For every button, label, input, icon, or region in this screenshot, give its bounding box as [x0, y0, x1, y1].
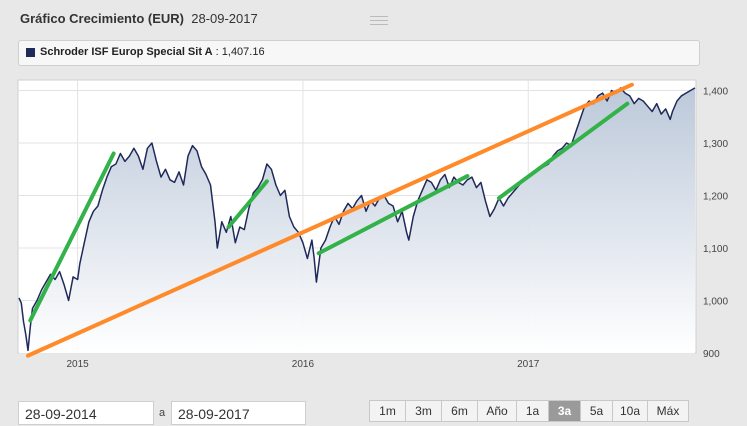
- legend-last-value: 1,407.16: [221, 46, 265, 58]
- x-tick-label: 2015: [66, 359, 89, 370]
- trendline-green: [496, 101, 630, 201]
- chart-area: 1,400 1,300 1,200 1,100 1,000 900 2015 2016 201…: [0, 72, 747, 372]
- y-tick-label: 1,100: [703, 244, 728, 255]
- range-button-5a[interactable]: 5a: [580, 400, 613, 422]
- chart-title-text: Gráfico Crecimiento (EUR): [20, 11, 184, 26]
- trendline-orange: [26, 82, 634, 358]
- series-line: [18, 87, 696, 352]
- x-tick-label: 2017: [517, 359, 540, 370]
- growth-chart: 1,400 1,300 1,200 1,100 1,000 900 2015 2016 201…: [17, 79, 728, 370]
- date-from-input[interactable]: 28-09-2014: [18, 401, 154, 425]
- y-tick-label: 1,000: [703, 297, 728, 308]
- chart-title: Gráfico Crecimiento (EUR) 28-09-2017: [20, 11, 258, 26]
- x-tick-label: 2016: [292, 359, 315, 370]
- legend: Schroder ISF Europ Special Sit A : 1,407…: [18, 40, 700, 66]
- y-tick-label: 900: [703, 349, 720, 360]
- drag-handle-icon[interactable]: [370, 16, 388, 25]
- date-to-input[interactable]: 28-09-2017: [171, 401, 306, 425]
- range-button-3m[interactable]: 3m: [405, 400, 442, 422]
- date-range-separator: a: [159, 407, 166, 419]
- legend-entry: Schroder ISF Europ Special Sit A : 1,407…: [40, 46, 265, 58]
- y-tick-label: 1,400: [703, 87, 728, 98]
- chart-date: 28-09-2017: [191, 11, 258, 26]
- legend-separator: :: [215, 46, 219, 58]
- range-button-ytd[interactable]: Año: [477, 400, 517, 422]
- legend-series-name: Schroder ISF Europ Special Sit A: [40, 46, 213, 58]
- y-tick-label: 1,200: [703, 192, 728, 203]
- chart-header: Gráfico Crecimiento (EUR) 28-09-2017: [0, 0, 747, 40]
- trendline-green: [316, 174, 470, 256]
- trendline-green: [226, 179, 269, 229]
- range-button-1a[interactable]: 1a: [516, 400, 549, 422]
- range-button-max[interactable]: Máx: [647, 400, 689, 422]
- date-controls: 28-09-2014 a 28-09-2017 1m 3m 6m Año 1a …: [0, 392, 747, 426]
- range-button-10a[interactable]: 10a: [612, 400, 648, 422]
- trendline-green: [28, 151, 116, 323]
- range-button-group: 1m 3m 6m Año 1a 3a 5a 10a Máx: [369, 400, 689, 422]
- range-button-6m[interactable]: 6m: [441, 400, 478, 422]
- range-button-3a[interactable]: 3a: [548, 400, 581, 422]
- series-area: [19, 87, 695, 354]
- legend-swatch: [26, 48, 35, 57]
- y-tick-label: 1,300: [703, 139, 728, 150]
- range-button-1m[interactable]: 1m: [369, 400, 406, 422]
